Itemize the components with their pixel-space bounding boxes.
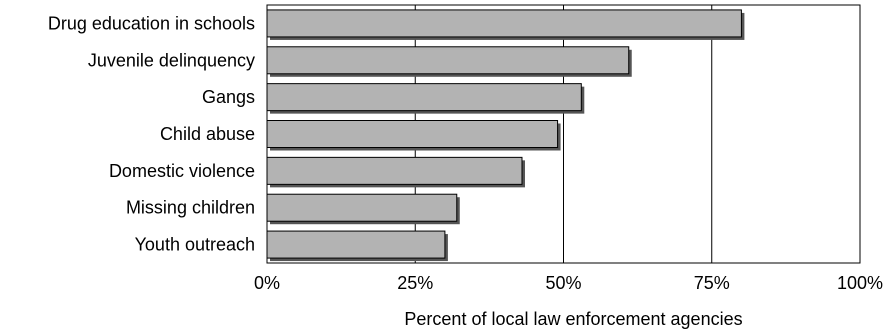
bar-child-abuse <box>266 120 559 148</box>
bar-juvenile-delinquency <box>266 46 630 75</box>
category-label: Missing children <box>126 198 255 218</box>
bar-domestic-violence <box>266 156 523 185</box>
bar-youth-outreach <box>266 230 446 259</box>
x-tick-label: 0% <box>254 273 280 293</box>
x-tick-label: 100% <box>837 273 883 293</box>
category-label: Domestic violence <box>109 161 255 181</box>
category-label: Youth outreach <box>135 235 255 255</box>
bars <box>266 9 745 262</box>
category-label: Gangs <box>202 87 255 107</box>
x-tick-label: 25% <box>397 273 433 293</box>
bar-drug-education-in-schools <box>266 9 742 38</box>
plot-frame <box>266 4 861 264</box>
category-label: Child abuse <box>160 124 255 144</box>
bar-gangs <box>266 83 582 112</box>
x-axis-title: Percent of local law enforcement agencie… <box>404 309 742 329</box>
x-tick-label: 50% <box>545 273 581 293</box>
bar-missing-children <box>266 193 458 222</box>
x-tick-labels: 0% 25% 50% 75% 100% <box>254 273 883 293</box>
x-tick-label: 75% <box>694 273 730 293</box>
category-label: Drug education in schools <box>48 13 255 33</box>
category-labels: Drug education in schools Juvenile delinq… <box>48 13 255 254</box>
category-label: Juvenile delinquency <box>88 50 255 70</box>
